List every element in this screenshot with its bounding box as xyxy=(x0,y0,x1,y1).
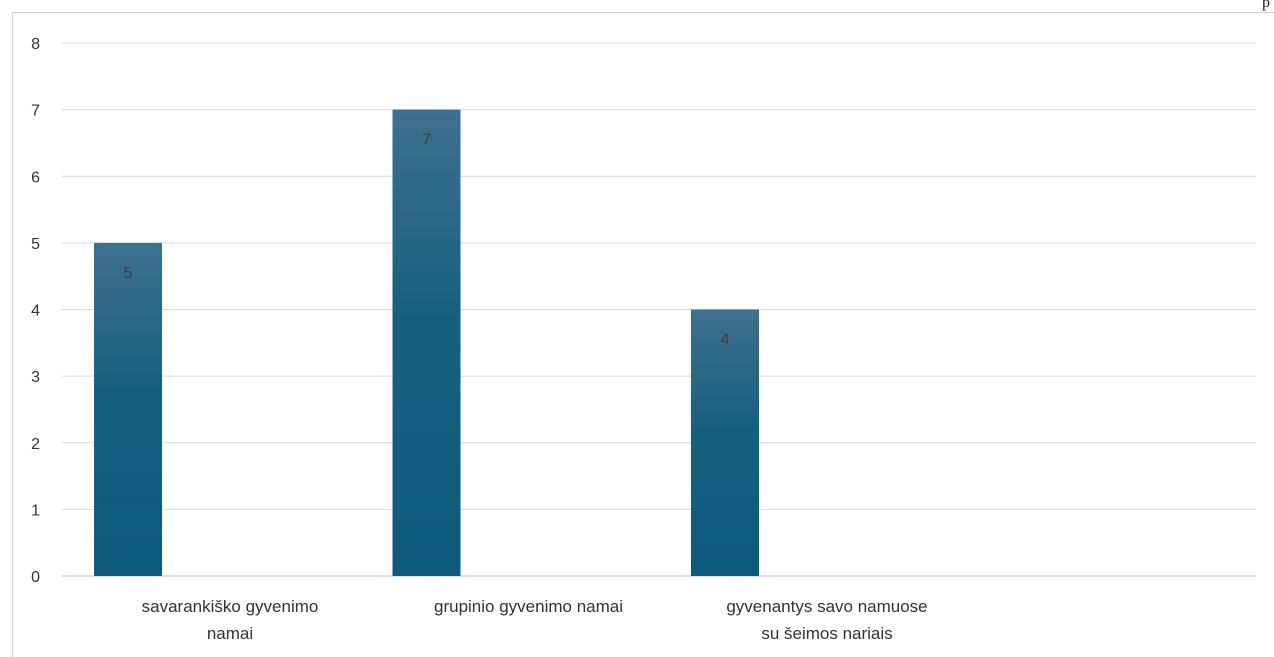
bar xyxy=(691,309,759,576)
y-tick-label: 6 xyxy=(31,169,40,186)
x-axis-ticks: savarankiško gyvenimo namai grupinio gyven… xyxy=(142,597,928,643)
x-tick-label: grupinio gyvenimo namai xyxy=(434,597,623,616)
bar xyxy=(94,242,162,576)
y-tick-label: 8 xyxy=(31,36,40,53)
y-tick-label: 2 xyxy=(31,436,40,453)
data-label: 7 xyxy=(422,132,431,149)
x-tick-label: gyvenantys savo namuose xyxy=(726,597,927,616)
y-tick-label: 0 xyxy=(31,569,40,586)
data-label: 4 xyxy=(721,332,730,349)
y-tick-label: 5 xyxy=(31,236,40,253)
corner-label: p xyxy=(1262,0,1270,11)
chart-frame xyxy=(12,12,1274,657)
data-label: 5 xyxy=(124,265,133,282)
x-tick-label: savarankiško gyvenimo xyxy=(142,597,319,616)
y-tick-label: 3 xyxy=(31,369,40,386)
x-tick-label: su šeimos nariais xyxy=(761,624,892,643)
data-labels: 5 7 4 xyxy=(124,132,730,349)
bar xyxy=(392,109,461,576)
y-tick-label: 7 xyxy=(31,103,40,120)
gridlines xyxy=(62,42,1256,577)
y-axis-ticks: 0 1 2 3 4 5 6 7 8 xyxy=(31,36,40,586)
y-tick-label: 1 xyxy=(31,502,40,519)
y-tick-label: 4 xyxy=(31,303,40,320)
bars xyxy=(94,109,759,576)
x-tick-label: namai xyxy=(207,624,253,643)
